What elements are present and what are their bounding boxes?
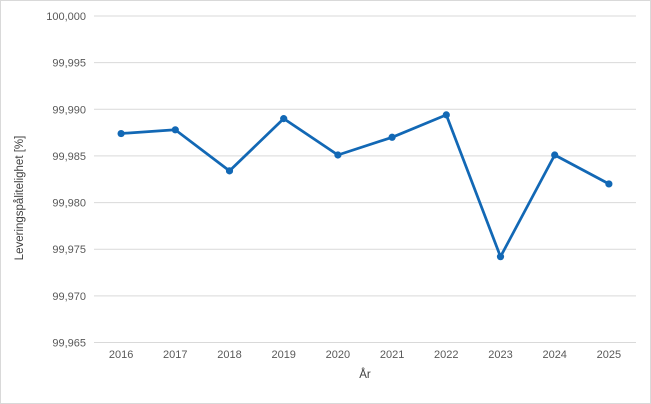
x-tick-label: 2018 — [217, 349, 241, 361]
y-tick-label: 99,985 — [52, 151, 86, 163]
gridlines-group — [94, 15, 636, 343]
x-tick-labels-group: 2016 2017 2018 2019 2020 2021 2022 2023 2024 2025 — [109, 349, 621, 361]
data-point-2018 — [225, 167, 234, 175]
y-tick-labels-group: 100,000 99,995 99,990 99,985 99,980 99,975 99,… — [46, 11, 86, 350]
x-tick-label: 2019 — [271, 349, 295, 361]
x-tick-label: 2024 — [542, 349, 566, 361]
x-tick-label: 2025 — [597, 349, 621, 361]
y-tick-label: 99,970 — [52, 291, 86, 303]
data-point-2023 — [496, 253, 505, 261]
data-point-2017 — [171, 126, 179, 134]
series-group — [117, 111, 613, 261]
x-axis-title: År — [359, 368, 371, 381]
y-tick-label: 99,995 — [52, 58, 86, 70]
y-tick-label: 99,965 — [52, 338, 86, 350]
data-point-2021 — [388, 133, 396, 141]
data-point-2019 — [280, 115, 288, 123]
data-point-2022 — [442, 111, 450, 119]
x-tick-label: 2020 — [326, 349, 350, 361]
data-point-2020 — [334, 151, 342, 159]
data-point-2024 — [551, 151, 559, 159]
y-axis-title: Leveringspålitelighet [%] — [14, 136, 26, 261]
x-tick-label: 2023 — [488, 349, 512, 361]
y-tick-label: 99,975 — [52, 244, 86, 256]
y-tick-label: 99,990 — [52, 104, 86, 116]
x-tick-label: 2017 — [163, 349, 187, 361]
y-tick-label: 100,000 — [46, 11, 86, 23]
y-tick-label: 99,980 — [52, 198, 86, 210]
x-tick-label: 2022 — [434, 349, 458, 361]
x-tick-label: 2021 — [380, 349, 404, 361]
data-point-2016 — [117, 129, 125, 138]
series-line — [119, 113, 611, 259]
data-point-2025 — [605, 180, 613, 188]
x-tick-label: 2016 — [109, 349, 133, 361]
